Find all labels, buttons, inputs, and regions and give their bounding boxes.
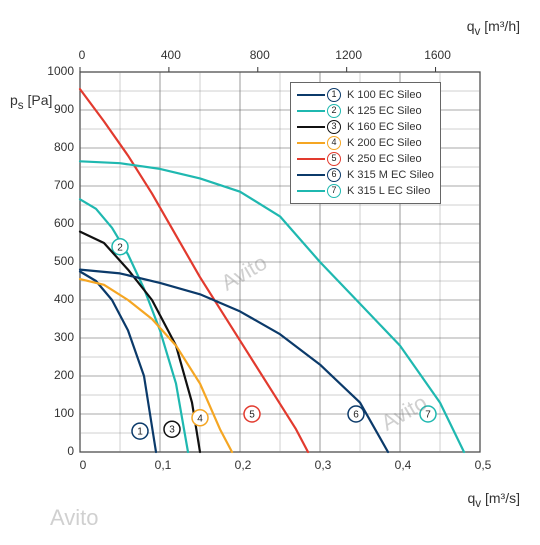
legend-line-icon xyxy=(297,158,325,160)
legend-label: K 315 M EC Sileo xyxy=(347,167,434,184)
legend-label: K 250 EC Sileo xyxy=(347,151,422,168)
legend-marker-icon: 5 xyxy=(327,152,341,166)
legend-item-2: 2 K 125 EC Sileo xyxy=(297,103,434,119)
svg-text:3: 3 xyxy=(169,425,175,436)
y-tick: 600 xyxy=(40,216,74,230)
legend-label: K 315 L EC Sileo xyxy=(347,183,430,200)
x-bottom-tick: 0,3 xyxy=(308,458,338,472)
legend-marker-icon: 4 xyxy=(327,136,341,150)
x-bottom-tick: 0,2 xyxy=(228,458,258,472)
x-top-tick: 400 xyxy=(151,48,191,62)
legend-line-icon xyxy=(297,110,325,112)
y-tick: 300 xyxy=(40,330,74,344)
legend-label: K 125 EC Sileo xyxy=(347,103,422,120)
svg-text:5: 5 xyxy=(249,410,255,421)
legend-label: K 200 EC Sileo xyxy=(347,135,422,152)
legend-item-4: 4 K 200 EC Sileo xyxy=(297,135,434,151)
legend-marker-icon: 1 xyxy=(327,88,341,102)
legend-marker-icon: 6 xyxy=(327,168,341,182)
y-tick: 0 xyxy=(40,444,74,458)
y-tick: 800 xyxy=(40,140,74,154)
svg-text:6: 6 xyxy=(353,410,359,421)
svg-text:4: 4 xyxy=(197,413,203,424)
legend-line-icon xyxy=(297,190,325,192)
svg-text:2: 2 xyxy=(117,242,123,253)
legend-line-icon xyxy=(297,142,325,144)
x-bottom-tick: 0 xyxy=(68,458,98,472)
x-top-tick: 800 xyxy=(240,48,280,62)
svg-text:7: 7 xyxy=(425,410,431,421)
legend-item-3: 3 K 160 EC Sileo xyxy=(297,119,434,135)
legend-marker-icon: 3 xyxy=(327,120,341,134)
x-top-axis-label: qv [m³/h] xyxy=(467,18,520,38)
x-top-tick: 1600 xyxy=(418,48,458,62)
series-line-4 xyxy=(80,279,232,452)
x-top-tick: 0 xyxy=(62,48,102,62)
x-bottom-tick: 0,1 xyxy=(148,458,178,472)
legend-label: K 100 EC Sileo xyxy=(347,87,422,104)
legend-label: K 160 EC Sileo xyxy=(347,119,422,136)
x-top-tick: 1200 xyxy=(329,48,369,62)
legend-item-5: 5 K 250 EC Sileo xyxy=(297,151,434,167)
x-bottom-tick: 0,5 xyxy=(468,458,498,472)
y-tick: 500 xyxy=(40,254,74,268)
y-tick: 100 xyxy=(40,406,74,420)
y-tick: 900 xyxy=(40,102,74,116)
legend-marker-icon: 7 xyxy=(327,184,341,198)
legend-item-1: 1 K 100 EC Sileo xyxy=(297,87,434,103)
legend-marker-icon: 2 xyxy=(327,104,341,118)
x-bottom-axis-label: qv [m³/s] xyxy=(467,490,520,510)
y-tick: 200 xyxy=(40,368,74,382)
svg-text:1: 1 xyxy=(137,427,143,438)
chart-legend: 1 K 100 EC Sileo 2 K 125 EC Sileo 3 K 160 EC … xyxy=(290,82,441,204)
series-line-5 xyxy=(80,89,308,452)
x-bottom-tick: 0,4 xyxy=(388,458,418,472)
legend-line-icon xyxy=(297,174,325,176)
legend-item-7: 7 K 315 L EC Sileo xyxy=(297,183,434,199)
legend-line-icon xyxy=(297,126,325,128)
legend-line-icon xyxy=(297,94,325,96)
legend-item-6: 6 K 315 M EC Sileo xyxy=(297,167,434,183)
y-tick: 700 xyxy=(40,178,74,192)
series-line-6 xyxy=(80,270,388,452)
y-tick: 400 xyxy=(40,292,74,306)
y-tick: 1000 xyxy=(40,64,74,78)
